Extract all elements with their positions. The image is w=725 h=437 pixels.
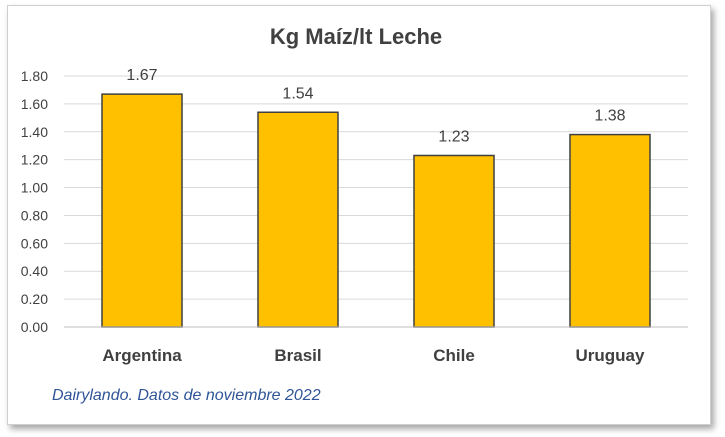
- x-category-label: Uruguay: [576, 346, 646, 365]
- y-tick-label: 0.00: [21, 319, 48, 335]
- chart-title: Kg Maíz/lt Leche: [270, 24, 442, 49]
- data-label: 1.67: [126, 67, 157, 84]
- bar-brasil: [257, 111, 339, 328]
- data-label: 1.54: [282, 85, 313, 102]
- data-label: 1.23: [438, 128, 469, 145]
- y-tick-label: 1.40: [21, 124, 48, 140]
- bars: [101, 93, 651, 328]
- bar-chile: [413, 154, 495, 328]
- y-tick-label: 0.60: [21, 235, 48, 251]
- data-label: 1.38: [594, 108, 625, 125]
- y-tick-label: 1.80: [21, 68, 48, 84]
- x-category-label: Argentina: [102, 346, 182, 365]
- y-tick-label: 1.20: [21, 152, 48, 168]
- y-tick-label: 1.60: [21, 96, 48, 112]
- x-category-label: Chile: [433, 346, 475, 365]
- x-axis-categories: Argentina Brasil Chile Uruguay: [102, 346, 645, 365]
- source-note: Dairylando. Datos de noviembre 2022: [52, 387, 321, 404]
- bar-argentina: [101, 93, 183, 328]
- y-tick-label: 1.00: [21, 180, 48, 196]
- y-tick-label: 0.40: [21, 263, 48, 279]
- bar-uruguay: [569, 133, 651, 328]
- y-tick-label: 0.20: [21, 291, 48, 307]
- y-axis-ticks: 0.00 0.20 0.40 0.60 0.80 1.00 1.20 1.40 1.60 1.80: [21, 68, 48, 335]
- data-labels: 1.67 1.54 1.23 1.38: [126, 67, 625, 145]
- y-tick-label: 0.80: [21, 207, 48, 223]
- x-category-label: Brasil: [274, 346, 321, 365]
